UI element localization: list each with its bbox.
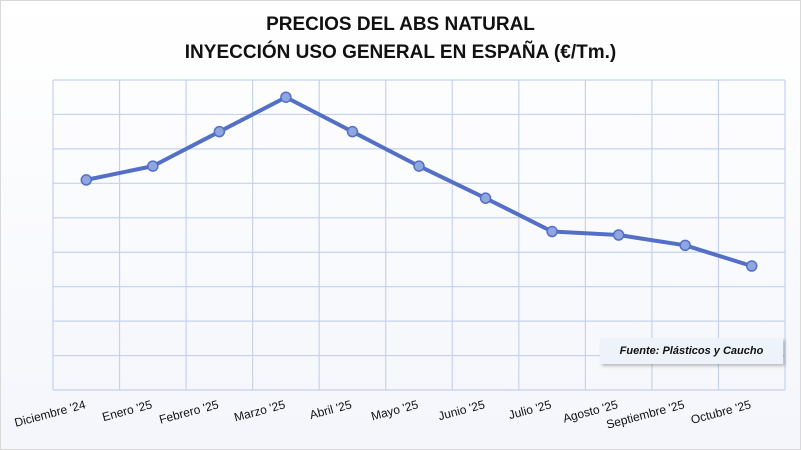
x-tick-label: Mayo '25 [369,397,420,423]
x-tick-label: Febrero '25 [158,397,221,426]
data-point-8 [612,229,625,241]
x-tick-label: Julio '25 [507,397,553,422]
x-tick-label: Marzo '25 [233,397,287,424]
data-point-6 [479,192,492,204]
data-point-3 [280,91,292,103]
data-point-5 [413,160,425,172]
x-tick-label: Enero '25 [101,397,154,424]
series-layer [80,91,758,272]
data-point-7 [546,225,558,238]
data-point-4 [346,125,359,138]
x-tick-label: Junio '25 [437,397,487,423]
data-point-9 [679,239,691,252]
x-tick-label: Abril '25 [308,397,353,422]
x-tick-label: Diciembre '24 [13,397,87,429]
x-tick-label: Octubre '25 [689,397,752,427]
data-point-2 [213,125,226,138]
x-axis-labels: Diciembre '24 Enero '25 Febrero '25 Marzo '… [13,397,753,431]
data-point-0 [80,174,93,186]
chart-title: PRECIOS DEL ABS NATURAL [266,14,535,35]
data-point-10 [745,260,758,272]
grid [52,79,786,391]
chart-subtitle: INYECCIÓN USO GENERAL EN ESPAÑA (€/Tm.) [184,42,617,63]
data-point-1 [147,160,159,172]
source-note: Fuente: Plásticos y Caucho [600,338,783,364]
